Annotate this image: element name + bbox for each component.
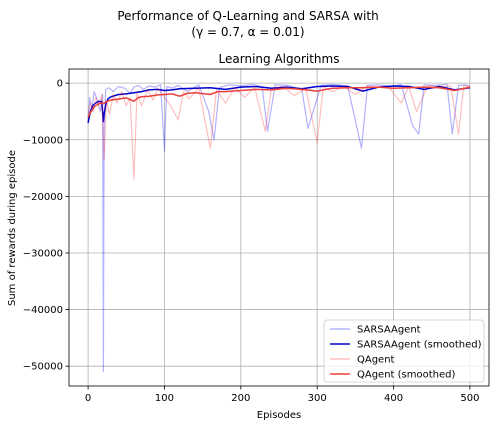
y-axis-ticks: 0 −10000 −20000 −30000 −40000 −50000 — [23, 79, 69, 373]
x-tick-label: 200 — [231, 393, 250, 404]
legend-label: QAgent — [357, 355, 395, 366]
x-axis-ticks: 0 100 200 300 400 500 — [85, 386, 479, 404]
y-tick-label: −20000 — [23, 192, 63, 203]
x-tick-label: 300 — [308, 393, 327, 404]
series-line-sarsaagent-smoothed — [87, 85, 471, 123]
axes-title: Learning Algorithms — [219, 52, 340, 66]
figure-suptitle-line-1: Performance of Q-Learning and SARSA with — [117, 9, 379, 23]
y-tick-label: 0 — [57, 79, 63, 90]
series-line-qagent-smoothed — [87, 86, 471, 118]
series-line-sarsaagent — [87, 83, 471, 373]
legend-label: SARSAAgent — [357, 325, 421, 336]
y-axis-label: Sum of rewards during episode — [7, 150, 18, 306]
x-tick-label: 0 — [85, 393, 91, 404]
legend-box — [323, 319, 485, 383]
legend: SARSAAgent SARSAAgent (smoothed) QAgent QAg… — [323, 319, 485, 383]
x-tick-label: 100 — [155, 393, 174, 404]
x-axis-label: Episodes — [257, 410, 301, 421]
grid — [69, 69, 489, 386]
y-tick-label: −40000 — [23, 305, 63, 316]
legend-label: SARSAAgent (smoothed) — [357, 340, 482, 351]
legend-label: QAgent (smoothed) — [357, 370, 455, 381]
y-tick-label: −50000 — [23, 362, 63, 373]
plot-frame — [68, 68, 490, 387]
y-tick-label: −10000 — [23, 135, 63, 146]
x-tick-label: 500 — [460, 393, 479, 404]
figure-suptitle-line-2: (γ = 0.7, α = 0.01) — [191, 25, 305, 39]
y-tick-label: −30000 — [23, 248, 63, 259]
series-line-qagent — [87, 84, 471, 180]
x-tick-label: 400 — [384, 393, 403, 404]
series-layer — [87, 83, 471, 373]
